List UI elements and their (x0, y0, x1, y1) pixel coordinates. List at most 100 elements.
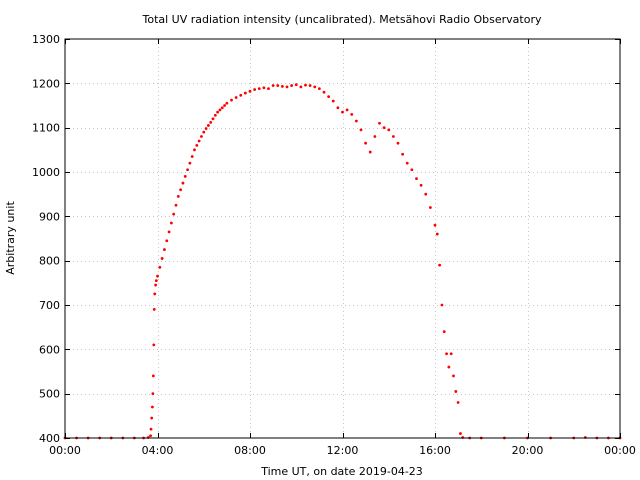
y-tick-label: 600 (39, 343, 60, 356)
data-point (364, 141, 368, 145)
data-point (195, 144, 199, 147)
data-point (154, 279, 158, 283)
data-point (396, 141, 400, 145)
data-point (179, 188, 183, 192)
data-point (193, 148, 196, 152)
y-tick-label: 700 (39, 299, 60, 312)
data-point (211, 117, 215, 121)
data-point (183, 175, 187, 178)
x-axis-title: Time UT, on date 2019-04-23 (260, 465, 423, 478)
y-tick-label: 800 (39, 255, 60, 268)
data-points (63, 83, 622, 440)
data-point (378, 121, 381, 125)
data-point (336, 106, 340, 110)
data-point (181, 181, 185, 185)
x-tick-label: 12:00 (327, 444, 359, 457)
data-point (341, 110, 344, 114)
data-point (204, 127, 208, 130)
x-tick-label: 04:00 (142, 444, 174, 457)
data-point (280, 85, 284, 88)
data-point (424, 192, 428, 196)
data-point (172, 212, 176, 216)
x-tick-label: 16:00 (419, 444, 451, 457)
data-point (345, 108, 349, 112)
data-point (313, 85, 317, 89)
data-point (152, 343, 156, 347)
y-tick-label: 500 (39, 388, 60, 401)
data-point (308, 84, 312, 87)
y-tick-label: 400 (39, 432, 60, 445)
data-point (317, 87, 321, 91)
data-point (152, 308, 156, 311)
data-point (391, 135, 395, 138)
x-tick-label: 08:00 (234, 444, 266, 457)
data-point (322, 90, 326, 94)
data-point (248, 89, 252, 93)
y-tick-label: 900 (39, 210, 60, 223)
data-point (257, 87, 261, 91)
data-point (151, 392, 155, 396)
data-point (456, 401, 460, 404)
data-point (373, 135, 377, 138)
data-point (435, 232, 439, 236)
data-point (299, 85, 303, 89)
y-tick-label: 1000 (32, 166, 60, 179)
data-point (151, 405, 154, 409)
x-tick-label: 00:00 (49, 444, 81, 457)
y-tick-label: 1200 (32, 77, 60, 90)
data-point (438, 263, 442, 267)
data-point (150, 416, 154, 420)
data-point (223, 104, 226, 107)
data-point (200, 135, 203, 138)
data-point (445, 352, 448, 356)
data-point (327, 95, 331, 99)
data-point (290, 84, 294, 87)
x-tick-label: 20:00 (512, 444, 544, 457)
data-point (243, 91, 247, 95)
data-point (202, 130, 206, 134)
y-tick-label: 1300 (32, 33, 60, 46)
data-point (382, 126, 386, 130)
data-point (176, 194, 180, 198)
data-point (213, 113, 217, 117)
data-point (452, 374, 455, 378)
data-point (230, 98, 233, 102)
data-point (433, 223, 437, 227)
data-point (331, 99, 335, 103)
data-point (156, 274, 159, 278)
data-point (218, 108, 222, 112)
plot-frame (64, 38, 621, 439)
x-tick-label: 00:00 (604, 444, 636, 457)
data-point (405, 161, 409, 165)
data-point (153, 292, 157, 296)
data-point (190, 155, 194, 158)
data-point (276, 84, 280, 87)
data-point (239, 93, 243, 97)
data-point (271, 84, 275, 87)
data-point (304, 83, 307, 87)
data-point (149, 427, 153, 431)
data-point (387, 128, 391, 132)
data-point (160, 257, 164, 260)
data-point (209, 120, 213, 124)
data-point (262, 86, 266, 90)
data-point (368, 150, 372, 154)
data-point (163, 248, 166, 251)
data-point (188, 161, 192, 165)
data-point (186, 168, 189, 172)
data-point (354, 119, 358, 123)
data-point (440, 303, 444, 307)
data-point (350, 112, 354, 116)
y-axis-title: Arbitrary unit (4, 201, 17, 275)
data-point (428, 206, 432, 209)
data-point (454, 390, 458, 393)
data-point (359, 128, 363, 132)
data-point (447, 365, 451, 369)
tick-marks (65, 39, 621, 439)
data-point (206, 124, 210, 127)
grid-lines (65, 39, 620, 438)
data-point (267, 87, 270, 91)
data-point (169, 221, 173, 225)
